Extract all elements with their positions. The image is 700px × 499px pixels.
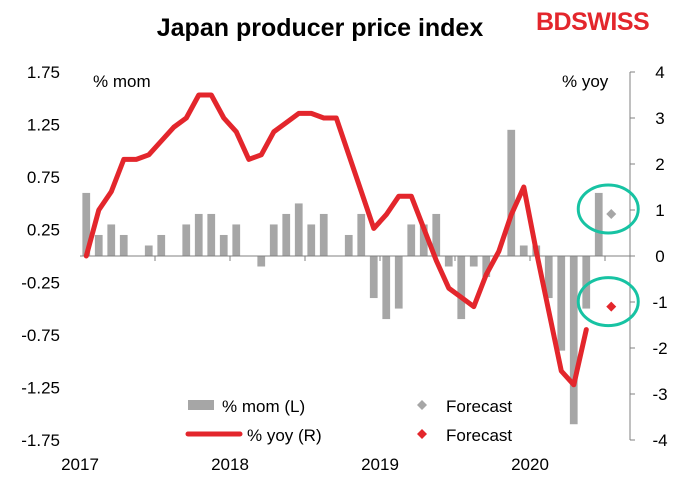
forecast-marker [606, 208, 617, 219]
right-tick-label: 3 [655, 109, 664, 128]
left-tick-label: -1.75 [21, 431, 60, 450]
x-tick-label: 2018 [211, 455, 249, 474]
brand-logo: BDSWISS [536, 8, 650, 36]
mom-bar [557, 256, 566, 351]
mom-bar [469, 256, 478, 267]
left-tick-label: -0.75 [21, 326, 60, 345]
right-tick-label: -1 [652, 293, 667, 312]
right-axis-ticks: 4 3 2 1 0 -1 -2 -3 -4 [630, 63, 668, 450]
mom-bar [232, 224, 241, 256]
mom-bar [569, 256, 578, 425]
mom-bar [369, 256, 378, 299]
left-tick-label: 0.75 [27, 168, 60, 187]
mom-bar [432, 213, 441, 256]
right-tick-label: -4 [652, 431, 667, 450]
mom-bar [219, 234, 228, 256]
legend: % mom (L) % yoy (R) Forecast Forecast [185, 397, 512, 445]
mom-bar [519, 245, 528, 256]
left-tick-label: 1.75 [27, 63, 60, 82]
mom-bar [269, 224, 278, 256]
mom-bar [594, 192, 603, 256]
mom-bar [257, 256, 266, 267]
x-tick-label: 2020 [511, 455, 549, 474]
legend-yoy-label: % yoy (R) [247, 426, 322, 445]
legend-forecast-yoy-label: Forecast [446, 426, 512, 445]
yoy-line [83, 92, 589, 388]
legend-forecast-mom-marker [417, 400, 427, 410]
mom-bar [419, 224, 428, 256]
mom-bar [482, 256, 491, 278]
mom-bar [457, 256, 466, 320]
left-axis-ticks: 1.75 1.25 0.75 0.25 -0.25 -0.75 -1.25 -1.75 [21, 63, 60, 450]
highlight-circle [576, 183, 640, 235]
mom-bar [294, 203, 303, 256]
left-tick-label: 0.25 [27, 221, 60, 240]
right-tick-label: 1 [655, 201, 664, 220]
left-tick-label: 1.25 [27, 116, 60, 135]
right-tick-label: -3 [652, 385, 667, 404]
mom-bars [82, 129, 603, 425]
mom-bar [207, 213, 216, 256]
mom-bar [107, 224, 116, 256]
forecast-highlight-circles [576, 183, 640, 328]
chart-title: Japan producer price index [156, 14, 484, 42]
x-tick-label: 2019 [361, 455, 399, 474]
mom-bar [282, 213, 291, 256]
mom-bar [507, 129, 516, 256]
mom-bar [344, 234, 353, 256]
right-tick-label: 4 [655, 63, 664, 82]
legend-mom-swatch [188, 400, 214, 410]
mom-bar [82, 192, 91, 256]
mom-bar [444, 256, 453, 267]
mom-bar [357, 213, 366, 256]
right-tick-label: 0 [655, 247, 664, 266]
legend-forecast-mom-label: Forecast [446, 397, 512, 416]
mom-bar [382, 256, 391, 320]
left-axis-unit: % mom [93, 72, 151, 91]
right-axis-unit: % yoy [562, 72, 609, 91]
mom-bar [407, 224, 416, 256]
x-axis-ticks: 2017 2018 2019 2020 [61, 256, 606, 474]
right-tick-label: 2 [655, 155, 664, 174]
mom-bar [94, 234, 103, 256]
left-tick-label: -1.25 [21, 378, 60, 397]
mom-bar [319, 213, 328, 256]
x-tick-label: 2017 [61, 455, 99, 474]
mom-bar [394, 256, 403, 309]
axes [80, 72, 631, 440]
mom-bar [157, 234, 166, 256]
mom-bar [182, 224, 191, 256]
legend-mom-label: % mom (L) [222, 397, 305, 416]
highlight-circle [576, 276, 640, 328]
mom-bar [544, 256, 553, 299]
legend-forecast-yoy-marker [417, 429, 427, 439]
mom-bar [307, 224, 316, 256]
left-tick-label: -0.25 [21, 273, 60, 292]
forecast-markers [606, 208, 617, 312]
mom-bar [119, 234, 128, 256]
mom-bar [144, 245, 153, 256]
right-tick-label: -2 [652, 339, 667, 358]
mom-bar [582, 256, 591, 309]
forecast-marker [606, 301, 617, 312]
mom-bar [194, 213, 203, 256]
